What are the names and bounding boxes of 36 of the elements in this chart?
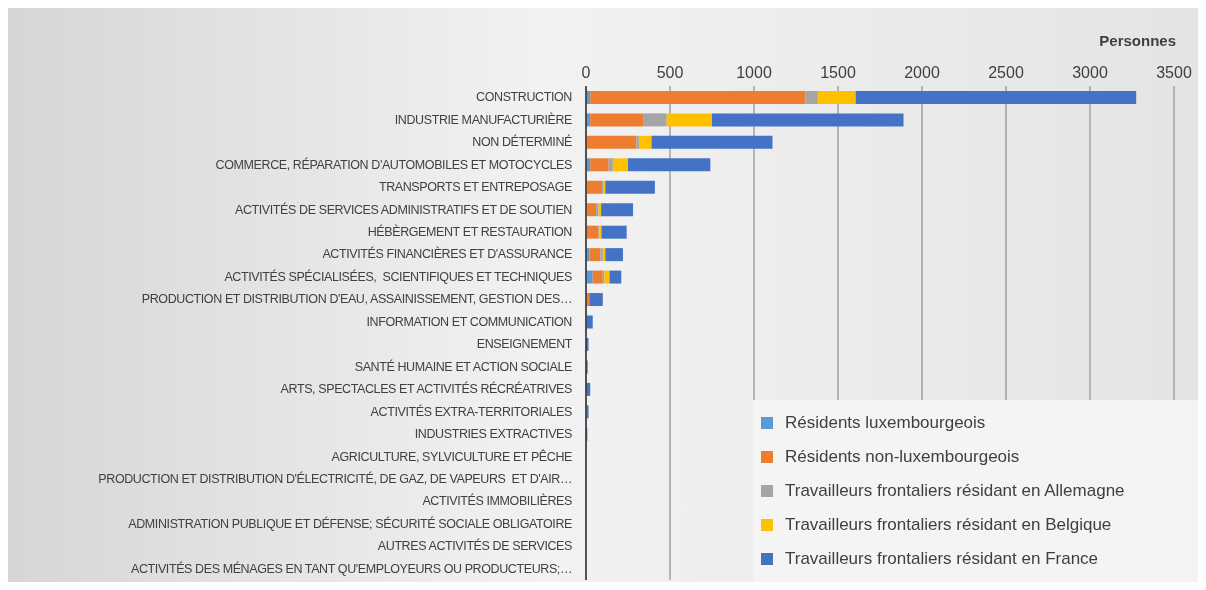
y-tick-label: NON DÉTERMINÉ bbox=[472, 134, 573, 150]
x-axis-title: Personnes bbox=[1099, 32, 1176, 49]
y-tick-label: TRANSPORTS ET ENTREPOSAGE bbox=[378, 180, 573, 195]
x-tick-label: 0 bbox=[581, 64, 591, 81]
legend-label: Résidents luxembourgeois bbox=[785, 413, 986, 433]
x-tick-label: 3500 bbox=[1156, 64, 1192, 81]
y-tick-label: CONSTRUCTION bbox=[476, 90, 573, 105]
y-tick-label: ACTIVITÉS EXTRA-TERRITORIALES bbox=[370, 403, 573, 419]
legend-label: Résidents non-luxembourgeois bbox=[785, 447, 1020, 467]
y-tick-label: ACTIVITÉS DE SERVICES ADMINISTRATIFS ET DE SOUTIEN bbox=[234, 201, 573, 217]
y-tick-label: ACTIVITÉS IMMOBILIÈRES bbox=[422, 493, 573, 509]
y-tick-label: ADMINISTRATION PUBLIQUE ET DÉFENSE; SÉCURITÉ SOCIALE OBLIGATOIRE bbox=[128, 515, 573, 531]
y-tick-label: ACTIVITÉS FINANCIÈRES ET D'ASSURANCE bbox=[322, 246, 573, 262]
y-tick-label: ENSEIGNEMENT bbox=[476, 337, 573, 352]
legend-label: Travailleurs frontaliers résidant en Belgique bbox=[785, 515, 1112, 535]
legend-label: Travailleurs frontaliers résidant en France bbox=[785, 549, 1099, 569]
y-tick-label: AUTRES ACTIVITÉS DE SERVICES bbox=[377, 538, 573, 554]
y-tick-label: AGRICULTURE, SYLVICULTURE ET PÊCHE bbox=[331, 448, 573, 464]
y-tick-label: ACTIVITÉS SPÉCIALISÉES, SCIENTIFIQUES ET TECHNIQUES bbox=[224, 268, 573, 284]
y-tick-label: HÉBÈRGEMENT ET RESTAURATION bbox=[367, 223, 573, 239]
x-tick-label: 500 bbox=[656, 64, 684, 81]
y-tick-label: PRODUCTION ET DISTRIBUTION D'EAU, ASSAINISSEMENT, GESTION DES… bbox=[141, 292, 572, 307]
x-tick-label: 3000 bbox=[1072, 64, 1108, 81]
y-tick-label: SANTÉ HUMAINE ET ACTION SOCIALE bbox=[354, 358, 573, 374]
x-tick-label: 1500 bbox=[820, 64, 856, 81]
x-tick-label: 2500 bbox=[988, 64, 1024, 81]
y-tick-label: ARTS, SPECTACLES ET ACTIVITÉS RÉCRÉATRIVES bbox=[280, 381, 573, 397]
y-tick-label: COMMERCE, RÉPARATION D'AUTOMOBILES ET MOTOCYCLES bbox=[215, 156, 573, 172]
y-tick-label: PRODUCTION ET DISTRIBUTION D'ÉLECTRICITÉ, DE GAZ, DE VAPEURS ET D'AIR… bbox=[98, 470, 572, 486]
y-tick-label: ACTIVITÉS DES MÉNAGES EN TANT QU'EMPLOYEURS OU PRODUCTEURS;… bbox=[131, 560, 572, 576]
y-tick-label: INDUSTRIE MANUFACTURIÈRE bbox=[394, 111, 573, 127]
x-tick-label: 1000 bbox=[736, 64, 772, 81]
legend-label: Travailleurs frontaliers résidant en Allemagne bbox=[785, 481, 1125, 501]
y-tick-label: INDUSTRIES EXTRACTIVES bbox=[414, 427, 573, 442]
y-tick-label: INFORMATION ET COMMUNICATION bbox=[366, 314, 573, 329]
x-tick-label: 2000 bbox=[904, 64, 940, 81]
